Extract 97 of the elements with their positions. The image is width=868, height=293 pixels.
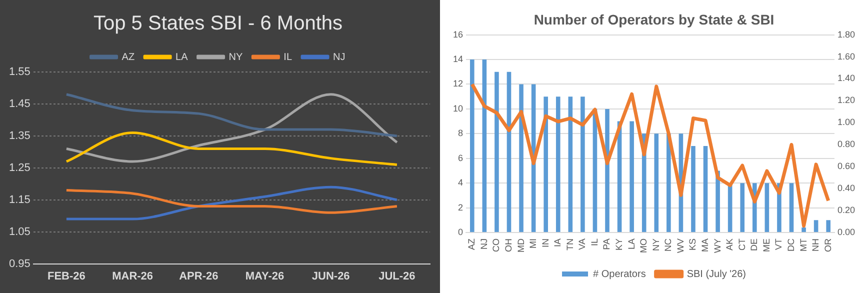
bar	[568, 96, 573, 232]
x-tick-label: MD	[516, 238, 526, 252]
x-tick-label: LA	[626, 238, 636, 250]
x-tick-label: WY	[712, 238, 722, 253]
line-series	[65, 189, 398, 214]
x-tick-label: OR	[822, 238, 833, 252]
y-tick-label: 16	[452, 29, 464, 40]
legend-label: SBI (July '26)	[686, 268, 746, 280]
x-tick-label: DE	[749, 238, 760, 252]
y-tick-label: 4	[458, 178, 464, 188]
x-tick-label: CT	[736, 238, 747, 250]
x-tick-label: AK	[724, 238, 735, 251]
bar	[519, 84, 524, 232]
x-tick-label: MT	[798, 238, 808, 252]
line-series	[65, 131, 398, 166]
y2-tick-label: 0.40	[837, 183, 856, 194]
bar	[666, 134, 671, 232]
x-tick-label: OH	[503, 238, 514, 252]
x-tick-label: MA	[700, 238, 710, 252]
y2-tick-label: 0.80	[837, 139, 856, 150]
x-tick-label: KS	[688, 238, 698, 251]
y2-tick-label: 1.40	[837, 73, 856, 84]
y2-tick-label: 1.20	[837, 95, 856, 106]
chart-title: Number of Operators by State & SBI	[534, 11, 774, 28]
x-tick-label: MO	[638, 238, 649, 253]
bar	[691, 146, 696, 232]
x-tick-label: NY	[650, 238, 661, 252]
legend-label: LA	[176, 52, 188, 63]
line-series	[65, 93, 398, 163]
y2-tick-label: 1.00	[837, 117, 856, 128]
legend-label: NY	[228, 52, 243, 63]
y2-tick-label: 1.80	[837, 29, 856, 40]
y-tick-label: 1.05	[8, 226, 30, 238]
legend-label: # Operators	[593, 268, 646, 280]
y-tick-label: 1.55	[8, 66, 30, 78]
y-tick-label: 1.25	[8, 162, 30, 174]
x-tick-label: VT	[774, 238, 784, 250]
legend-label: NJ	[333, 52, 346, 63]
y-tick-label: 10	[452, 103, 464, 114]
bar	[654, 134, 659, 232]
bar	[630, 121, 634, 232]
bar	[544, 96, 548, 232]
x-tick-label: MI	[528, 238, 538, 248]
x-tick-label: MAR-26	[112, 270, 154, 282]
x-tick-label: TN	[564, 238, 575, 250]
y-tick-label: 1.45	[8, 98, 30, 110]
x-tick-label: ME	[761, 238, 772, 252]
y-tick-label: 2	[458, 202, 464, 212]
y2-tick-label: 0.60	[837, 161, 856, 172]
x-tick-label: KY	[614, 238, 624, 251]
y-tick-label: 1.35	[8, 130, 30, 142]
x-tick-label: CO	[491, 238, 502, 252]
bar	[826, 220, 830, 232]
y2-tick-label: 0.20	[837, 205, 856, 216]
x-tick-label: JUL-26	[378, 270, 416, 282]
y-tick-label: 0	[458, 226, 464, 237]
bar	[556, 96, 560, 232]
y-tick-label: 1.15	[8, 194, 30, 206]
y-tick-label: 0.95	[8, 258, 30, 270]
x-tick-label: NC	[663, 238, 674, 252]
bar	[802, 228, 806, 232]
bar	[789, 183, 794, 232]
x-tick-label: DC	[786, 238, 796, 252]
x-tick-label: JUN-26	[312, 270, 350, 282]
legend-label: IL	[284, 52, 292, 63]
bar	[814, 220, 818, 232]
x-tick-label: IN	[540, 238, 550, 248]
x-tick-label: APR-26	[179, 270, 218, 282]
bar	[494, 72, 499, 232]
y-tick-label: 6	[458, 152, 464, 163]
x-tick-label: MAY-26	[245, 270, 284, 282]
bar	[703, 146, 708, 232]
line-series	[65, 93, 398, 138]
y2-tick-label: 0.00	[837, 226, 856, 237]
legend-label: AZ	[122, 52, 135, 63]
x-tick-label: WV	[675, 238, 686, 253]
bar	[740, 183, 745, 232]
y-tick-label: 14	[452, 54, 464, 64]
x-tick-label: NH	[810, 238, 821, 252]
x-tick-label: PA	[602, 238, 612, 250]
bar	[482, 60, 487, 232]
bar	[470, 60, 474, 232]
y2-tick-label: 1.60	[837, 51, 856, 62]
x-tick-label: VA	[577, 238, 588, 250]
x-tick-label: AZ	[466, 238, 477, 250]
bar	[764, 183, 770, 232]
y-tick-label: 12	[452, 78, 464, 89]
bar	[605, 108, 610, 232]
x-tick-label: NJ	[478, 238, 489, 250]
line-series	[65, 186, 398, 220]
x-tick-label: FEB-26	[48, 270, 86, 282]
x-tick-label: IL	[589, 238, 600, 246]
chart-title: Top 5 States SBI - 6 Months	[93, 12, 343, 35]
bar	[580, 96, 585, 232]
bar	[506, 72, 512, 232]
x-tick-label: IA	[552, 238, 563, 248]
y-tick-label: 8	[458, 128, 464, 138]
